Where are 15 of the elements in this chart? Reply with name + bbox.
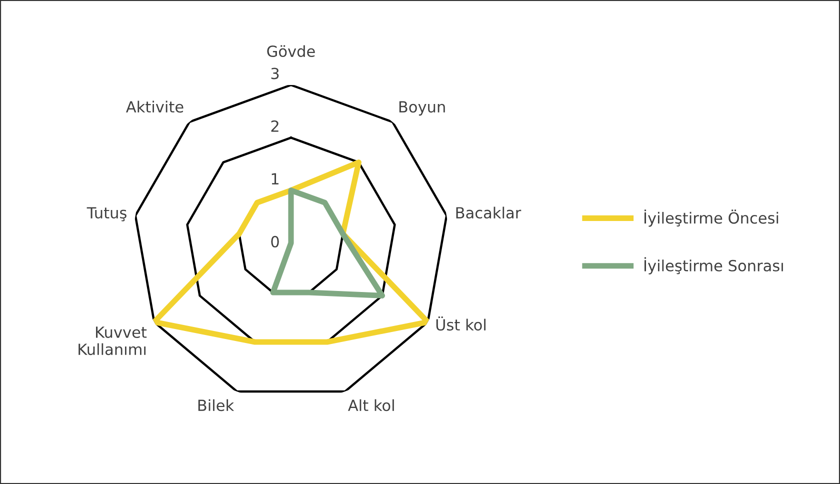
spoke-label: Tutuş [86,207,126,222]
spoke-label: Kuvvet Kullanımı [78,326,147,356]
spoke-label: Aktivite [126,100,184,113]
spoke-label: Bacaklar [456,206,522,219]
spoke-label: Boyun [399,101,445,116]
y-tick-label: 0 [271,236,279,248]
spoke-label: Bilek [198,399,234,412]
y-tick-label: 3 [271,68,279,80]
spoke-label: Gövde [267,45,315,58]
spoke-label: Alt kol [348,399,394,412]
spoke-label: Üst kol [436,316,486,331]
legend-label: İyileştirme Sonrası [644,257,783,274]
legend-label: İyileştirme Öncesi [644,210,778,227]
y-tick-label: 2 [271,120,278,132]
y-tick-label: 1 [272,173,278,184]
